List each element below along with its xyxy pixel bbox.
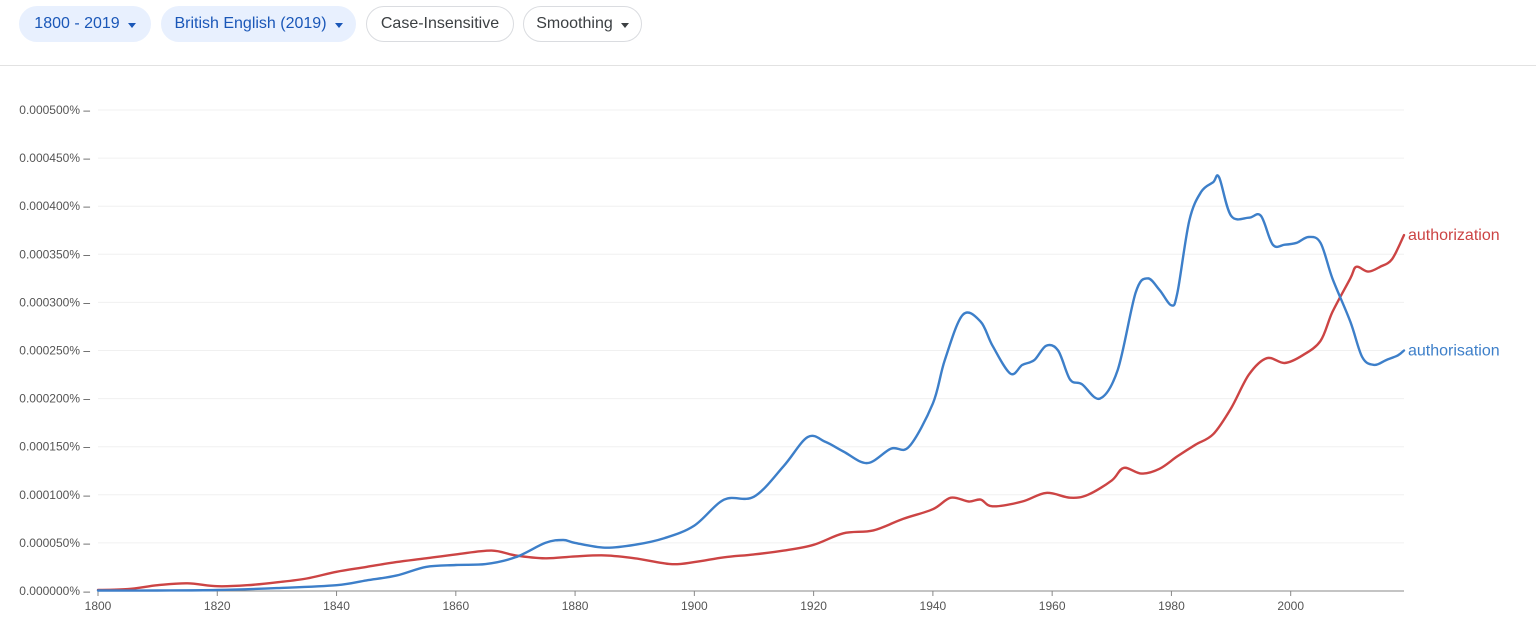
- y-tick-label: 0.000150% –: [19, 440, 90, 454]
- y-tick-label: 0.000000% –: [19, 584, 90, 598]
- series-line-authorisation[interactable]: [96, 174, 1406, 592]
- smoothing-dropdown[interactable]: Smoothing: [523, 6, 642, 42]
- y-tick-label: 0.000500% –: [19, 103, 90, 117]
- x-tick-label: 1960: [1039, 599, 1066, 613]
- x-tick-label: 1920: [800, 599, 827, 613]
- caret-down-icon: [334, 22, 343, 28]
- year-range-dropdown[interactable]: 1800 - 2019: [19, 6, 151, 42]
- case-insensitive-toggle[interactable]: Case-Insensitive: [366, 6, 514, 42]
- x-tick-label: 1900: [681, 599, 708, 613]
- smoothing-label: Smoothing: [536, 15, 613, 32]
- ngram-chart: 0.000000% – 0.000050% – 0.000100% – 0.00015…: [19, 103, 1500, 613]
- corpus-label: British English (2019): [174, 15, 327, 32]
- year-range-label: 1800 - 2019: [34, 15, 120, 32]
- caret-down-icon: [127, 22, 136, 28]
- x-tick-label: 1840: [323, 599, 350, 613]
- series-line-authorization[interactable]: [96, 233, 1406, 592]
- caret-down-icon: [620, 22, 629, 28]
- toolbar: 1800 - 2019 British English (2019) Case-…: [0, 0, 1536, 66]
- x-tick-label: 1800: [85, 599, 112, 613]
- x-tick-label: 1880: [562, 599, 589, 613]
- y-tick-label: 0.000350% –: [19, 247, 90, 261]
- y-tick-label: 0.000050% –: [19, 536, 90, 550]
- y-tick-label: 0.000450% –: [19, 151, 90, 165]
- series-label-authorisation[interactable]: authorisation: [1408, 343, 1500, 360]
- x-tick-label: 1860: [442, 599, 469, 613]
- x-tick-label: 1980: [1158, 599, 1185, 613]
- case-insensitive-label: Case-Insensitive: [380, 15, 500, 32]
- corpus-dropdown[interactable]: British English (2019): [161, 6, 356, 42]
- y-tick-label: 0.000200% –: [19, 392, 90, 406]
- y-tick-label: 0.000400% –: [19, 199, 90, 213]
- x-tick-label: 1820: [204, 599, 231, 613]
- series-label-authorization[interactable]: authorization: [1408, 227, 1500, 244]
- x-tick-label: 2000: [1277, 599, 1304, 613]
- x-tick-label: 1940: [920, 599, 947, 613]
- y-tick-label: 0.000100% –: [19, 488, 90, 502]
- y-tick-label: 0.000300% –: [19, 295, 90, 309]
- y-tick-label: 0.000250% –: [19, 344, 90, 358]
